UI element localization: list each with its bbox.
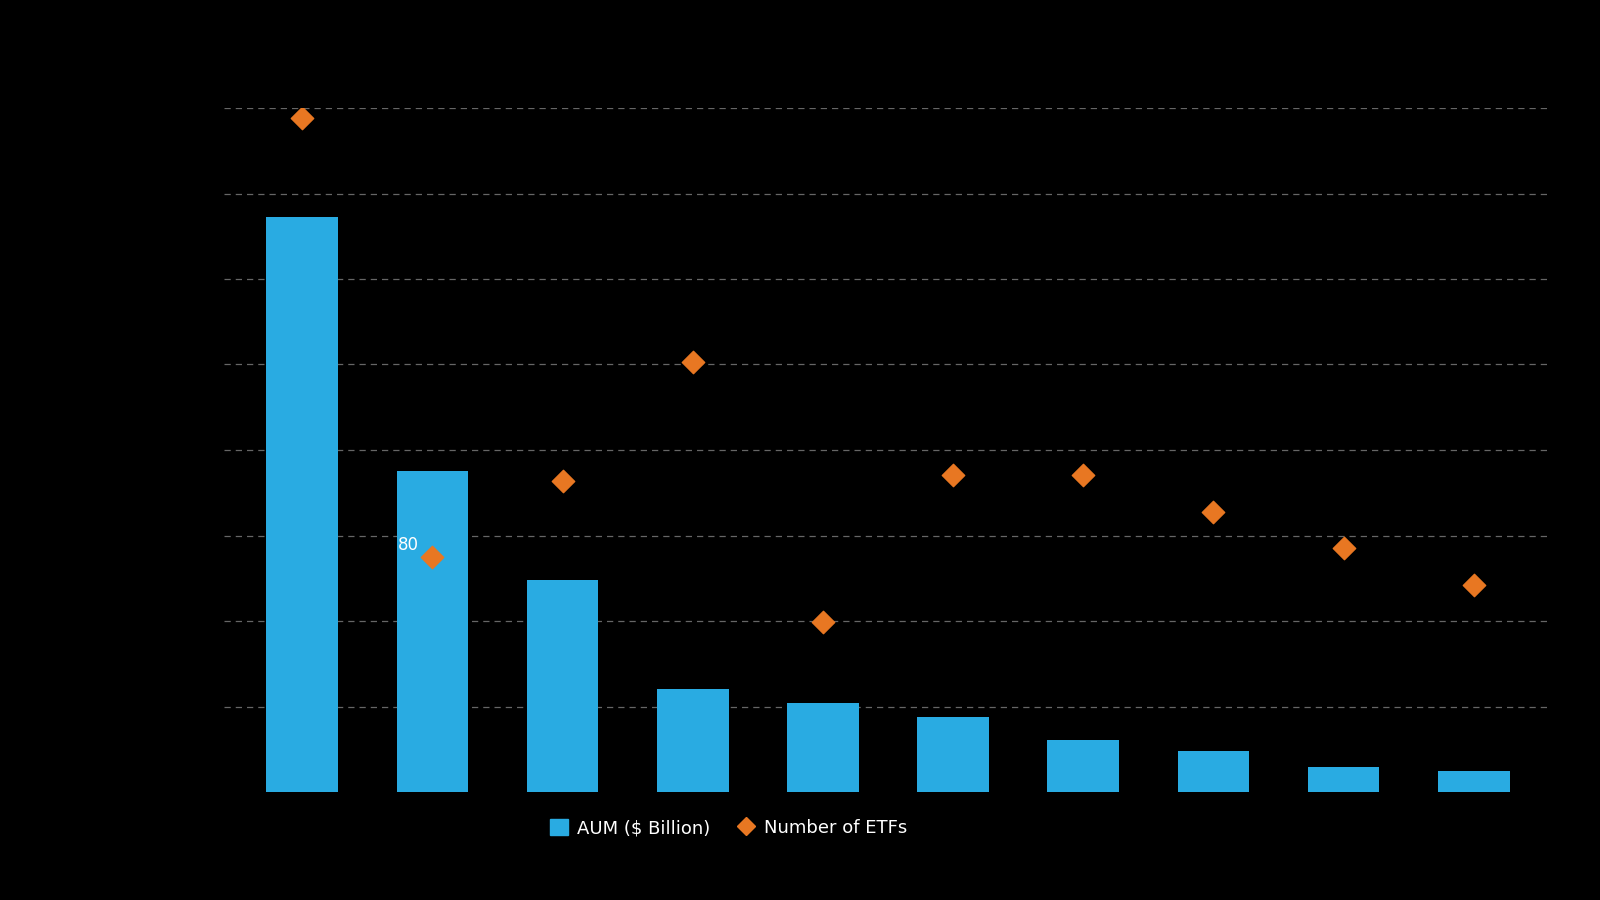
Point [1331,541,1357,555]
Point [1070,467,1096,482]
Point [419,550,445,564]
Bar [397,471,469,792]
Point [680,356,706,370]
Point [1461,578,1486,592]
Bar [917,716,989,792]
Point [941,467,966,482]
Bar [1178,751,1250,792]
Bar [526,580,598,792]
Bar [1438,771,1510,792]
Point [550,474,576,489]
Bar [1307,768,1379,792]
Text: 80: 80 [397,536,419,554]
Bar [1048,740,1118,792]
Bar [266,218,338,792]
Point [1200,504,1226,518]
Point [810,616,835,630]
Bar [658,689,728,792]
Legend: AUM ($ Billion), Number of ETFs: AUM ($ Billion), Number of ETFs [542,812,915,844]
Point [290,111,315,125]
Bar [787,703,859,792]
